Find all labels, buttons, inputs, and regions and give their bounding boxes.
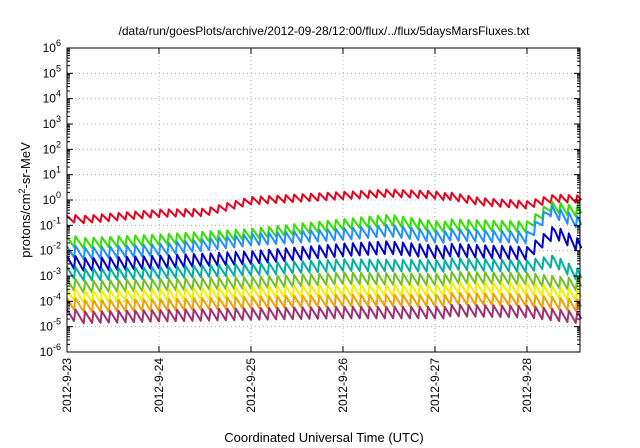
y-tick-label: 103 bbox=[43, 114, 61, 131]
x-tick-label: 2012-9-28 bbox=[520, 358, 534, 413]
y-tick-label: 100 bbox=[43, 190, 61, 207]
y-axis-label-main: protons/cm bbox=[18, 193, 33, 257]
y-tick-label-exp: 1 bbox=[56, 165, 61, 175]
y-tick-label: 10-4 bbox=[40, 291, 61, 308]
y-tick-label: 10-5 bbox=[40, 317, 61, 334]
x-tick-label: 2012-9-25 bbox=[244, 358, 258, 413]
y-tick-label: 10-2 bbox=[40, 241, 61, 258]
y-tick-label: 101 bbox=[43, 165, 61, 182]
y-tick-label-base: 10 bbox=[40, 244, 54, 258]
x-tick-label: 2012-9-27 bbox=[428, 358, 442, 413]
y-tick-label-exp: -4 bbox=[53, 291, 61, 301]
x-axis-label: Coordinated Universal Time (UTC) bbox=[224, 430, 423, 445]
y-tick-label-base: 10 bbox=[40, 218, 54, 232]
y-tick-label-exp: 3 bbox=[56, 114, 61, 124]
y-tick-label-exp: -1 bbox=[53, 215, 61, 225]
y-tick-label-base: 10 bbox=[43, 117, 57, 131]
y-tick-label-base: 10 bbox=[40, 345, 54, 359]
y-tick-label-exp: -2 bbox=[53, 241, 61, 251]
y-tick-label-exp: 6 bbox=[56, 38, 61, 48]
series-line bbox=[66, 303, 583, 325]
y-tick-label: 10-6 bbox=[40, 342, 61, 359]
y-tick-label-base: 10 bbox=[43, 193, 57, 207]
x-tick-label: 2012-9-26 bbox=[336, 358, 350, 413]
ylabel-layer: 10-610-510-410-310-210-11001011021031041… bbox=[40, 38, 61, 359]
chart-title: /data/run/goesPlots/archive/2012-09-28/1… bbox=[119, 24, 531, 38]
y-tick-label-base: 10 bbox=[43, 66, 57, 80]
y-tick-label: 102 bbox=[43, 139, 61, 156]
y-tick-label-base: 10 bbox=[40, 294, 54, 308]
series-line bbox=[66, 281, 583, 304]
y-tick-label-exp: 5 bbox=[56, 63, 61, 73]
series-layer bbox=[66, 188, 583, 325]
series-line bbox=[66, 254, 583, 282]
y-tick-label-base: 10 bbox=[40, 269, 54, 283]
y-tick-label-exp: -3 bbox=[53, 266, 61, 276]
y-axis-label-sup: 2 bbox=[17, 188, 27, 193]
x-tick-label: 2012-9-23 bbox=[60, 358, 74, 413]
y-tick-label-base: 10 bbox=[43, 142, 57, 156]
y-tick-label: 10-1 bbox=[40, 215, 61, 232]
y-tick-label-base: 10 bbox=[40, 320, 54, 334]
y-tick-label-exp: -6 bbox=[53, 342, 61, 352]
xlabel-layer: 2012-9-23 2012-9-24 2012-9-25 2012-9-26 2012… bbox=[60, 358, 534, 413]
series-line bbox=[66, 270, 583, 294]
tick-layer bbox=[66, 47, 580, 353]
y-tick-label: 104 bbox=[43, 89, 61, 106]
x-tick-label: 2012-9-24 bbox=[152, 358, 166, 413]
series-line bbox=[66, 188, 583, 225]
series-line bbox=[66, 291, 583, 313]
y-tick-label: 10-3 bbox=[40, 266, 61, 283]
y-tick-label-base: 10 bbox=[43, 168, 57, 182]
series-line bbox=[66, 200, 583, 250]
y-tick-label-exp: 4 bbox=[56, 89, 61, 99]
y-tick-label-exp: 2 bbox=[56, 139, 61, 149]
y-axis-label-rest: -sr-MeV bbox=[18, 142, 33, 189]
series-line bbox=[66, 226, 583, 272]
y-tick-label-base: 10 bbox=[43, 92, 57, 106]
y-axis-label: protons/cm2-sr-MeV bbox=[17, 142, 33, 258]
y-tick-label: 106 bbox=[43, 38, 61, 55]
y-tick-label-exp: -5 bbox=[53, 317, 61, 327]
y-tick-label-exp: 0 bbox=[56, 190, 61, 200]
y-tick-label-base: 10 bbox=[43, 41, 57, 55]
y-tick-label: 105 bbox=[43, 63, 61, 80]
series-line bbox=[66, 204, 583, 261]
